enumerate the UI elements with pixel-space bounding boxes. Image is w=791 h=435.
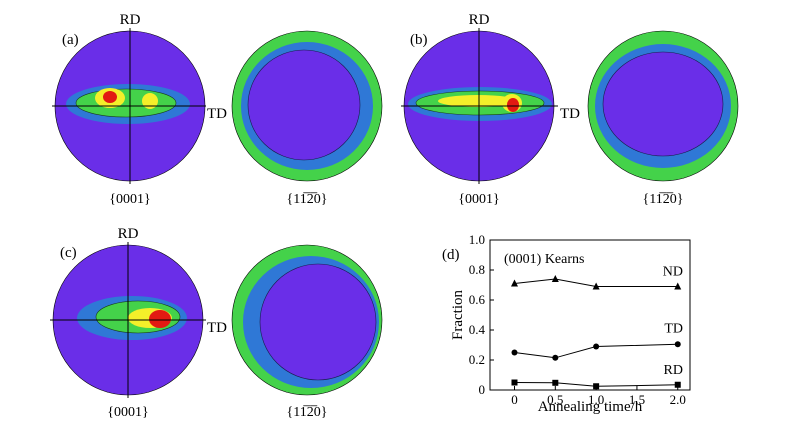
- series-label-rd: RD: [664, 363, 683, 378]
- basal-caption-c: {0001}: [107, 405, 148, 420]
- prism-caption-a: {11̅2̅0}: [287, 192, 328, 207]
- intensity-peak: [103, 91, 117, 103]
- prism-pole-figure-b: [587, 30, 739, 182]
- chart-annotation: (0001) Kearns: [504, 252, 584, 267]
- y-tick-label: 0.4: [469, 322, 486, 337]
- panel-c-td-label: TD: [207, 320, 227, 336]
- basal-pole-figure-a: [52, 28, 206, 184]
- data-point-rd: [593, 383, 600, 390]
- x-tick-label: 0.5: [547, 392, 563, 407]
- x-axis-label: Annealing time/h: [538, 399, 643, 415]
- y-tick-label: 0.2: [469, 352, 485, 367]
- intensity-contour-mid: [75, 88, 177, 118]
- panel-c-label: (c): [60, 245, 77, 261]
- panel-d-label: (d): [442, 247, 460, 263]
- intensity-peak: [507, 98, 519, 112]
- data-point-td: [511, 349, 518, 356]
- panel-a-label: (a): [62, 32, 79, 48]
- data-point-rd: [674, 381, 681, 388]
- panel-c-rd-label: RD: [118, 226, 139, 242]
- basal-pole-figure-c: [50, 242, 206, 398]
- y-tick-label: 0: [479, 382, 486, 397]
- x-tick-label: 1.5: [629, 392, 645, 407]
- x-tick-label: 1.0: [588, 392, 604, 407]
- basal-pole-figure-b: [401, 28, 558, 184]
- series-line-rd: [514, 382, 678, 387]
- basal-caption-b: {0001}: [458, 192, 499, 207]
- data-point-nd: [510, 279, 518, 287]
- data-point-rd: [511, 379, 518, 386]
- panel-a-td-label: TD: [207, 106, 227, 122]
- series-label-nd: ND: [663, 265, 683, 280]
- intensity-contour-base: [259, 263, 377, 381]
- y-tick-label: 1.0: [469, 232, 485, 247]
- data-point-rd: [552, 379, 559, 386]
- intensity-peak: [149, 310, 171, 328]
- x-tick-label: 2.0: [670, 392, 686, 407]
- y-tick-label: 0.8: [469, 262, 485, 277]
- prism-caption-c: {11̅2̅0}: [287, 405, 328, 420]
- intensity-contour-base: [247, 49, 361, 161]
- basal-caption-a: {0001}: [109, 192, 150, 207]
- plot-frame: [489, 239, 691, 391]
- data-point-nd: [551, 275, 559, 282]
- intensity-contour-base: [602, 51, 724, 157]
- data-point-td: [593, 343, 600, 350]
- panel-b: (b) RD TD {0001} {11̅2̅0}: [401, 12, 739, 207]
- series-line-nd: [514, 278, 678, 287]
- panel-a: (a) RD TD {0001} {11̅2̅0}: [52, 12, 383, 207]
- fraction-line-chart: (d) (0001) Kearns Annealing time/h Fract…: [442, 232, 691, 415]
- panel-b-td-label: TD: [560, 106, 580, 122]
- prism-caption-b: {11̅2̅0}: [643, 192, 684, 207]
- prism-pole-figure-a: [231, 30, 383, 182]
- data-point-td: [674, 341, 681, 348]
- series-lines: ND TD RD: [510, 265, 683, 390]
- data-point-td: [552, 354, 559, 361]
- y-tick-label: 0.6: [469, 292, 486, 307]
- data-point-nd: [592, 282, 600, 290]
- series-line-td: [514, 343, 678, 359]
- panel-c: (c) RD TD {0001} {11̅2̅0}: [50, 226, 383, 420]
- y-axis-label: Fraction: [450, 290, 466, 340]
- intensity-contour-high: [438, 95, 518, 107]
- data-point-nd: [674, 282, 682, 290]
- x-tick-label: 0: [511, 392, 518, 407]
- axis-ticks: 0 0.5 1.0 1.5 2.0 0 0.2 0.4 0.6 0.8 1.0: [469, 232, 686, 407]
- panel-b-rd-label: RD: [469, 12, 490, 28]
- panel-a-rd-label: RD: [120, 12, 141, 28]
- intensity-contour-high: [142, 93, 158, 109]
- prism-pole-figure-c: [231, 244, 383, 396]
- panel-b-label: (b): [410, 32, 428, 48]
- series-label-td: TD: [664, 321, 683, 336]
